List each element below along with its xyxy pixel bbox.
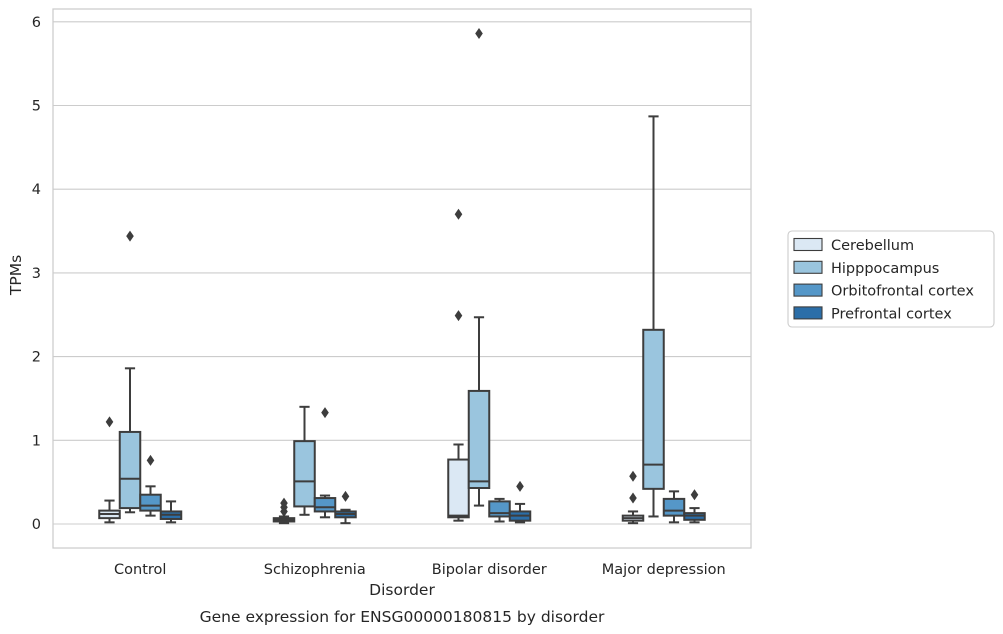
y-tick-label: 3 — [32, 266, 41, 282]
legend-swatch — [793, 237, 823, 252]
x-tick-label: Schizophrenia — [264, 562, 366, 578]
legend-frame — [787, 230, 995, 328]
legend-swatch — [793, 260, 823, 274]
y-tick-labels: 0 1 2 3 4 5 6 — [32, 15, 41, 533]
legend-label: Hipppocampus — [831, 261, 939, 277]
box-plot — [662, 490, 686, 524]
outlier-point — [629, 492, 637, 504]
box-plot — [159, 500, 183, 524]
box-plot — [118, 230, 142, 514]
grid-lines — [53, 21, 751, 525]
box-iqr — [662, 497, 686, 517]
y-tick-label: 0 — [32, 517, 41, 533]
outlier-point — [629, 470, 637, 482]
box-plot — [683, 489, 706, 524]
box-plot — [313, 407, 337, 519]
outlier-point — [146, 454, 155, 466]
box-iqr — [139, 493, 162, 512]
chart-caption: Gene expression for ENSG00000180815 by d… — [200, 608, 605, 626]
box-plot — [334, 490, 357, 525]
x-tick-label: Control — [114, 562, 166, 578]
x-tick-labels: Control Schizophrenia Bipolar disorder Majo… — [114, 562, 726, 578]
box-plot — [98, 416, 121, 524]
y-tick-label: 2 — [32, 350, 41, 366]
y-tick-label: 1 — [32, 433, 41, 449]
box-plot — [508, 480, 532, 524]
box-plot — [139, 454, 162, 517]
box-iqr — [293, 440, 316, 508]
outlier-point — [475, 28, 483, 40]
outlier-point — [126, 230, 134, 242]
box-plot — [447, 208, 470, 522]
box-iqr — [118, 430, 142, 510]
outlier-point — [516, 480, 524, 492]
outlier-point — [454, 208, 463, 220]
x-tick-label: Major depression — [602, 562, 726, 578]
box-plot — [467, 28, 491, 507]
outlier-point — [105, 416, 114, 428]
box-plots — [98, 28, 706, 525]
outlier-point — [321, 407, 329, 419]
box-plot — [272, 497, 296, 525]
x-axis-title: Disorder — [369, 581, 435, 599]
outlier-point — [341, 490, 350, 502]
legend-label: Prefrontal cortex — [831, 306, 952, 322]
box-iqr — [488, 500, 511, 518]
legend: Cerebellum Hipppocampus Orbitofrontal cort… — [787, 230, 995, 328]
y-tick-label: 5 — [32, 99, 41, 115]
box-iqr — [313, 497, 337, 513]
outlier-point — [454, 310, 463, 322]
outlier-point — [280, 497, 288, 509]
y-tick-label: 6 — [32, 15, 41, 31]
box-plot — [642, 115, 665, 518]
legend-swatch — [793, 306, 823, 320]
box-iqr — [467, 389, 491, 490]
box-plot — [621, 470, 645, 525]
y-axis-title: TPMs — [7, 255, 25, 296]
legend-label: Cerebellum — [831, 238, 914, 254]
legend-label: Orbitofrontal cortex — [831, 284, 974, 300]
legend-swatch — [793, 283, 823, 297]
y-tick-label: 4 — [32, 182, 41, 198]
box-plot — [293, 405, 316, 516]
box-plot — [488, 497, 511, 523]
x-tick-label: Bipolar disorder — [432, 562, 547, 578]
box-iqr — [447, 458, 470, 519]
plot-frame — [52, 8, 752, 549]
box-iqr — [642, 328, 665, 490]
outlier-point — [690, 489, 699, 501]
